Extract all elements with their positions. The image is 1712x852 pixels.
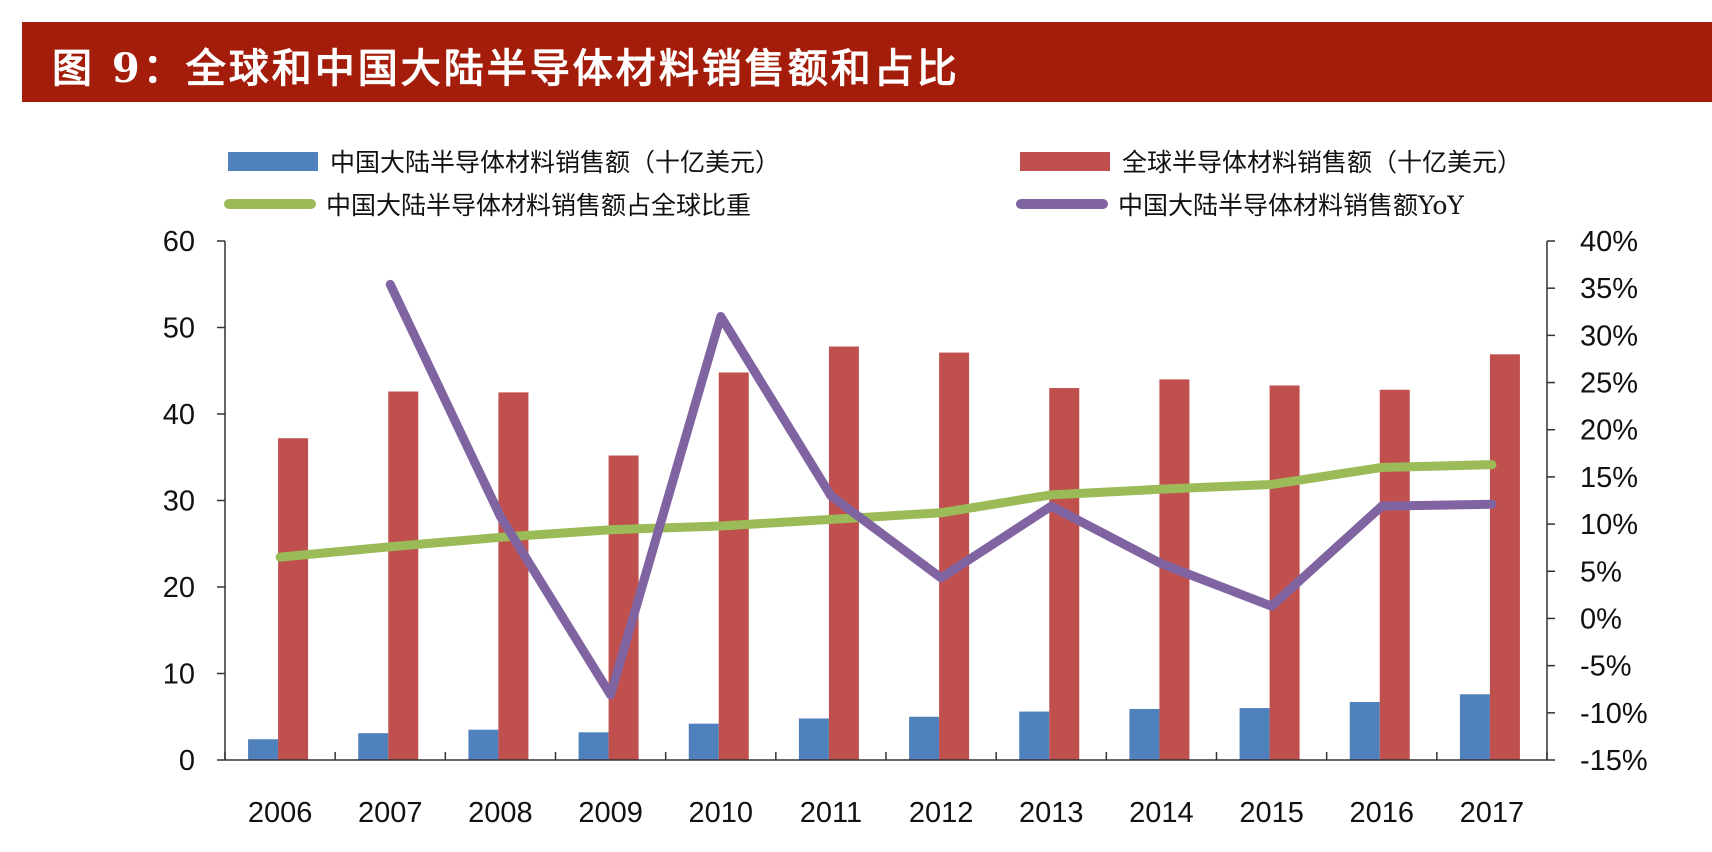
x-tick-label: 2010 bbox=[688, 797, 753, 829]
right-tick-label: 40% bbox=[1580, 226, 1638, 258]
x-tick-label: 2014 bbox=[1129, 797, 1194, 829]
bar-china-2013 bbox=[1019, 711, 1050, 760]
right-tick-label: 30% bbox=[1580, 320, 1638, 352]
x-tick-label: 2012 bbox=[909, 797, 974, 829]
legend-swatch bbox=[1020, 151, 1110, 171]
x-tick-label: 2009 bbox=[578, 797, 643, 829]
bar-global-2010 bbox=[718, 372, 749, 760]
right-tick-label: -5% bbox=[1580, 651, 1632, 683]
bar-global-2016 bbox=[1379, 389, 1410, 760]
bar-global-2011 bbox=[828, 346, 859, 760]
legend-label: 中国大陆半导体材料销售额YoY bbox=[1118, 191, 1464, 220]
bar-global-2017 bbox=[1489, 354, 1520, 760]
share-line bbox=[275, 460, 1497, 562]
bar-china-2009 bbox=[578, 732, 609, 760]
bar-china-2006 bbox=[248, 739, 279, 760]
legend-global-sales: 全球半导体材料销售额（十亿美元） bbox=[1020, 143, 1522, 179]
left-tick-label: 50 bbox=[163, 313, 195, 345]
left-tick-label: 0 bbox=[179, 745, 195, 777]
bar-global-2008 bbox=[498, 392, 529, 760]
x-tick-label: 2007 bbox=[358, 797, 423, 829]
right-tick-label: 5% bbox=[1580, 556, 1622, 588]
legend-china-sales: 中国大陆半导体材料销售额（十亿美元） bbox=[228, 143, 780, 179]
x-tick-label: 2006 bbox=[248, 797, 313, 829]
legend-share: 中国大陆半导体材料销售额占全球比重 bbox=[224, 186, 751, 222]
right-tick-label: -10% bbox=[1580, 698, 1648, 730]
legend-yoy: 中国大陆半导体材料销售额YoY bbox=[1016, 186, 1464, 222]
bar-global-2013 bbox=[1049, 388, 1080, 760]
legend-swatch bbox=[1016, 199, 1108, 209]
right-tick-label: 10% bbox=[1580, 509, 1638, 541]
right-tick-label: 25% bbox=[1580, 368, 1638, 400]
bar-global-2015 bbox=[1269, 385, 1300, 760]
bar-china-2008 bbox=[468, 729, 499, 760]
bar-china-2017 bbox=[1459, 694, 1490, 760]
right-tick-label: -15% bbox=[1580, 745, 1648, 777]
right-tick-label: 35% bbox=[1580, 273, 1638, 305]
legend-swatch bbox=[224, 199, 316, 209]
x-tick-label: 2016 bbox=[1349, 797, 1414, 829]
legend-label: 中国大陆半导体材料销售额（十亿美元） bbox=[330, 148, 781, 177]
left-tick-label: 20 bbox=[163, 572, 195, 604]
bar-global-2007 bbox=[388, 391, 419, 760]
x-tick-label: 2013 bbox=[1019, 797, 1084, 829]
bar-china-2011 bbox=[798, 718, 829, 760]
bar-china-2010 bbox=[688, 723, 719, 760]
x-tick-label: 2011 bbox=[800, 797, 862, 829]
left-tick-label: 60 bbox=[163, 226, 195, 258]
right-tick-label: 15% bbox=[1580, 462, 1638, 494]
x-tick-label: 2017 bbox=[1460, 797, 1525, 829]
x-tick-label: 2008 bbox=[468, 797, 533, 829]
bar-global-2006 bbox=[278, 438, 309, 760]
bar-china-2007 bbox=[358, 733, 389, 760]
bar-china-2016 bbox=[1349, 702, 1380, 760]
legend-label: 中国大陆半导体材料销售额占全球比重 bbox=[326, 191, 752, 220]
left-tick-label: 40 bbox=[163, 399, 195, 431]
right-tick-label: 20% bbox=[1580, 415, 1638, 447]
x-tick-label: 2015 bbox=[1239, 797, 1304, 829]
bar-china-2012 bbox=[909, 716, 940, 760]
title-bar: 图 9：全球和中国大陆半导体材料销售额和占比 bbox=[22, 22, 1712, 102]
bar-china-2014 bbox=[1129, 708, 1160, 760]
right-tick-label: 0% bbox=[1580, 603, 1622, 635]
left-tick-label: 30 bbox=[163, 486, 195, 518]
bar-global-2012 bbox=[939, 352, 970, 760]
bar-china-2015 bbox=[1239, 708, 1270, 760]
chart-title: 图 9：全球和中国大陆半导体材料销售额和占比 bbox=[52, 45, 960, 92]
legend-swatch bbox=[228, 151, 318, 171]
left-tick-label: 10 bbox=[163, 659, 195, 691]
legend-label: 全球半导体材料销售额（十亿美元） bbox=[1122, 148, 1523, 177]
